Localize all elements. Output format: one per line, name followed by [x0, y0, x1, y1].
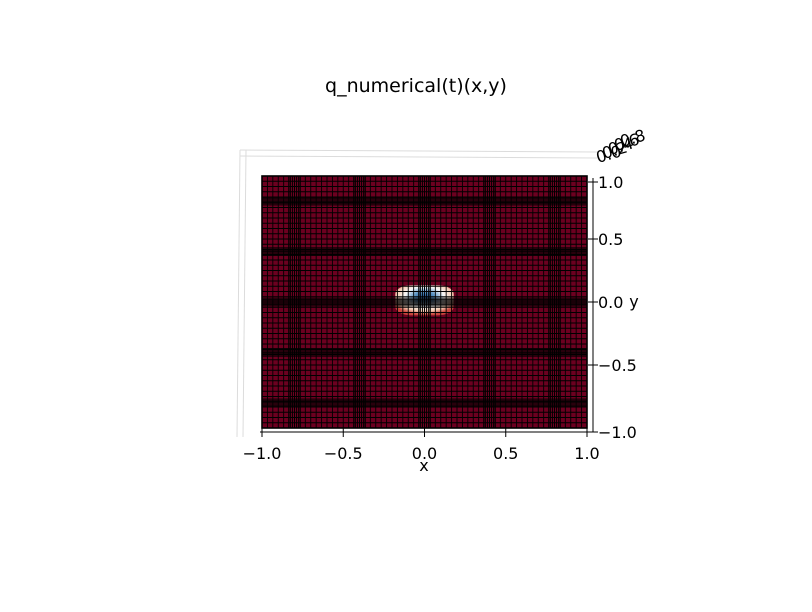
- y-tick-label: 0.0: [598, 293, 623, 312]
- surface-mesh: [261, 175, 588, 429]
- y-tick-label: 0.5: [598, 230, 623, 249]
- pane-left-edge: [236, 149, 241, 438]
- y-tick-label: −0.5: [598, 356, 637, 375]
- y-axis-label: y: [629, 292, 638, 311]
- x-tick-label: 1.0: [574, 444, 599, 463]
- z-ticks: 0.00.20.40.60.8: [594, 126, 648, 167]
- y-tick-label: 1.0: [598, 173, 623, 192]
- x-tick-label: −0.5: [324, 444, 363, 463]
- x-axis-label: x: [419, 456, 428, 475]
- chart-title: q_numerical(t)(x,y): [325, 75, 507, 97]
- x-tick-label: 0.0: [412, 444, 437, 463]
- x-tick-label: 0.5: [493, 444, 518, 463]
- pane-left-edge-inner: [242, 149, 247, 438]
- y-tick-label: −1.0: [598, 423, 637, 442]
- y-ticks: −1.0 −0.5 0.0 0.5 1.0: [588, 173, 637, 442]
- pane-top-edge: [239, 149, 598, 153]
- z-tick-label: 0.8: [618, 126, 648, 151]
- pane-lines: [236, 149, 598, 438]
- pane-top-edge-inner: [239, 155, 598, 159]
- x-ticks: −1.0 −0.5 0.0 0.5 1.0: [243, 428, 600, 463]
- x-tick-label: −1.0: [243, 444, 282, 463]
